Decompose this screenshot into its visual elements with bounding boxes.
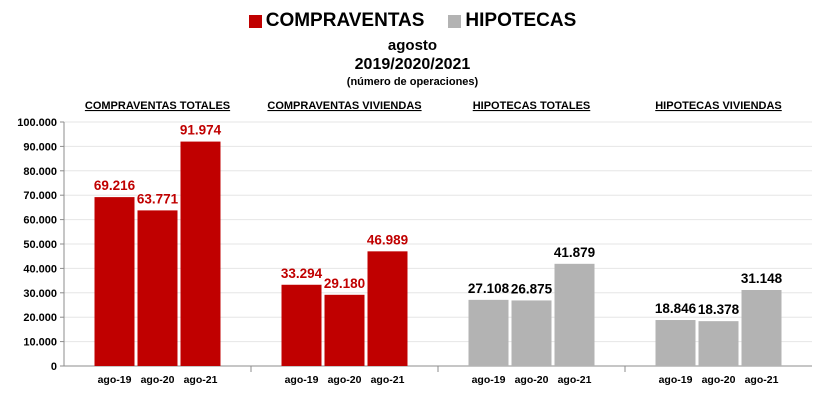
x-tick-label: ago-20 bbox=[515, 374, 549, 386]
data-label: 63.771 bbox=[137, 191, 179, 206]
x-tick-label: ago-21 bbox=[745, 374, 779, 386]
x-tick-label: ago-19 bbox=[285, 374, 319, 386]
bar-hipotecas-totales-ago-21 bbox=[554, 263, 595, 366]
bar-hipotecas-totales-ago-19 bbox=[468, 299, 509, 366]
data-label: 18.846 bbox=[655, 301, 697, 316]
legend: COMPRAVENTAS HIPOTECAS bbox=[0, 10, 825, 32]
bar-hipotecas-viviendas-ago-20 bbox=[698, 321, 739, 366]
data-label: 41.879 bbox=[554, 245, 595, 260]
x-tick-label: ago-20 bbox=[141, 374, 175, 386]
panel-title-compraventas-totales: COMPRAVENTAS TOTALES bbox=[85, 100, 230, 112]
legend-label-compraventas: COMPRAVENTAS bbox=[265, 10, 425, 31]
x-tick-label: ago-19 bbox=[472, 374, 506, 386]
data-label: 31.148 bbox=[741, 271, 783, 286]
bar-hipotecas-totales-ago-20 bbox=[511, 300, 552, 366]
x-tick-label: ago-21 bbox=[371, 374, 405, 386]
x-tick-label: ago-21 bbox=[184, 374, 218, 386]
x-tick-label: ago-19 bbox=[98, 374, 132, 386]
bar-compraventas-viviendas-ago-20 bbox=[324, 294, 365, 366]
chart-units: (número de operaciones) bbox=[346, 76, 479, 88]
bar-compraventas-viviendas-ago-19 bbox=[281, 284, 322, 366]
x-tick-label: ago-19 bbox=[659, 374, 693, 386]
y-tick-label: 0 bbox=[51, 361, 57, 373]
legend-swatch-hipotecas bbox=[448, 14, 462, 28]
bar-compraventas-totales-ago-21 bbox=[180, 141, 221, 366]
x-tick-label: ago-20 bbox=[328, 374, 362, 386]
data-label: 69.216 bbox=[94, 178, 136, 193]
bar-compraventas-viviendas-ago-21 bbox=[367, 251, 408, 366]
y-tick-label: 80.000 bbox=[23, 166, 57, 178]
legend-swatch-compraventas bbox=[248, 14, 262, 28]
y-tick-label: 90.000 bbox=[23, 141, 57, 153]
data-label: 27.108 bbox=[468, 281, 510, 296]
panel-title-compraventas-viviendas: COMPRAVENTAS VIVIENDAS bbox=[267, 100, 421, 112]
y-tick-label: 20.000 bbox=[23, 312, 57, 324]
y-tick-label: 100.000 bbox=[17, 117, 57, 129]
data-label: 18.378 bbox=[698, 302, 740, 317]
x-tick-label: ago-20 bbox=[702, 374, 736, 386]
x-tick-label: ago-21 bbox=[558, 374, 592, 386]
y-tick-label: 50.000 bbox=[23, 239, 57, 251]
chart-subtitle: 2019/2020/2021 bbox=[354, 56, 471, 73]
y-tick-label: 70.000 bbox=[23, 190, 57, 202]
y-tick-label: 60.000 bbox=[23, 215, 57, 227]
data-label: 29.180 bbox=[324, 276, 365, 291]
chart-title: agosto bbox=[387, 37, 438, 54]
y-tick-label: 30.000 bbox=[23, 288, 57, 300]
legend-item-hipotecas: HIPOTECAS bbox=[448, 10, 576, 32]
y-tick-label: 40.000 bbox=[23, 263, 57, 275]
y-tick-label: 10.000 bbox=[23, 337, 57, 349]
legend-item-compraventas: COMPRAVENTAS bbox=[248, 10, 425, 32]
bar-hipotecas-viviendas-ago-19 bbox=[655, 320, 696, 366]
data-label: 26.875 bbox=[511, 281, 553, 296]
data-label: 46.989 bbox=[367, 232, 408, 247]
bar-compraventas-totales-ago-20 bbox=[137, 210, 178, 366]
data-label: 91.974 bbox=[180, 123, 222, 138]
bar-hipotecas-viviendas-ago-21 bbox=[741, 289, 782, 366]
legend-label-hipotecas: HIPOTECAS bbox=[465, 10, 577, 31]
panel-title-hipotecas-viviendas: HIPOTECAS VIVIENDAS bbox=[655, 100, 782, 112]
data-label: 33.294 bbox=[281, 266, 323, 281]
panel-title-hipotecas-totales: HIPOTECAS TOTALES bbox=[473, 100, 591, 112]
bar-compraventas-totales-ago-19 bbox=[94, 197, 135, 366]
